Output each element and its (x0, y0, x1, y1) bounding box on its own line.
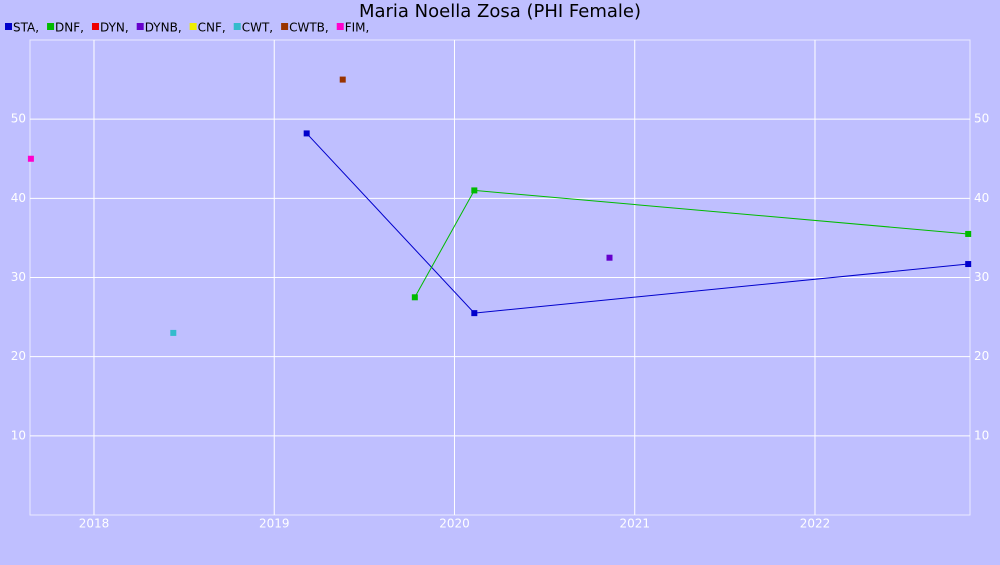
y-tick-label: 30 (11, 270, 26, 284)
y-tick-label: 50 (11, 112, 26, 126)
chart-title: Maria Noella Zosa (PHI Female) (359, 1, 641, 22)
data-point (471, 187, 478, 194)
legend-label: CWTB, (289, 21, 329, 35)
legend-swatch (336, 23, 344, 30)
legend-label: FIM, (345, 21, 370, 35)
y-tick-label: 40 (11, 191, 26, 205)
legend-swatch (47, 23, 55, 30)
y-tick-label: 20 (11, 349, 26, 363)
legend-label: CWT, (242, 21, 273, 35)
y2-tick-label: 40 (974, 191, 989, 205)
data-point (170, 329, 177, 336)
legend-swatch (5, 23, 12, 30)
data-point (303, 130, 310, 137)
y2-tick-label: 50 (974, 112, 989, 126)
data-point (965, 230, 972, 237)
data-point (339, 76, 346, 83)
x-tick-label: 2020 (439, 517, 470, 531)
x-tick-label: 2022 (800, 517, 831, 531)
legend-swatch (91, 23, 99, 30)
legend-swatch (189, 23, 197, 30)
legend-swatch (281, 23, 289, 30)
legend-label: DNF, (55, 21, 84, 35)
y-tick-label: 10 (11, 428, 26, 442)
x-tick-label: 2018 (79, 517, 110, 531)
legend-label: CNF, (198, 21, 226, 35)
y2-tick-label: 30 (974, 270, 989, 284)
legend-label: DYN, (100, 21, 129, 35)
data-point (27, 155, 34, 162)
y2-tick-label: 10 (974, 428, 989, 442)
x-tick-label: 2021 (619, 517, 650, 531)
legend-swatch (136, 23, 144, 30)
legend-label: STA, (13, 21, 39, 35)
data-point (965, 261, 972, 268)
legend-label: DYNB, (145, 21, 182, 35)
y2-tick-label: 20 (974, 349, 989, 363)
data-point (471, 310, 478, 317)
x-tick-label: 2019 (259, 517, 290, 531)
data-point (411, 294, 418, 301)
data-point (606, 254, 613, 261)
legend-swatch (233, 23, 241, 30)
